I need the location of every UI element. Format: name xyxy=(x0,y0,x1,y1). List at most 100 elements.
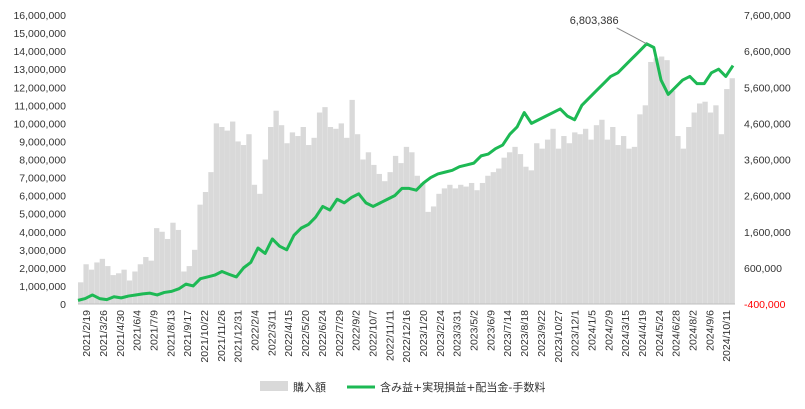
x-tick-label: 2021/8/13 xyxy=(165,310,177,357)
x-tick-label: 2022/9/2 xyxy=(351,310,363,351)
bar xyxy=(94,262,100,304)
right-tick-label: 7,600,000 xyxy=(744,10,791,22)
left-tick-label: 10,000,000 xyxy=(13,118,66,130)
bar xyxy=(626,148,632,304)
x-tick-label: 2022/7/29 xyxy=(334,310,346,357)
x-tick-label: 2023/3/31 xyxy=(452,310,464,357)
right-tick-label: 5,600,000 xyxy=(744,82,791,94)
bar xyxy=(534,143,540,304)
bar xyxy=(718,134,725,304)
left-tick-label: 8,000,000 xyxy=(19,155,66,167)
bar xyxy=(99,258,106,304)
x-tick-label: 2022/11/11 xyxy=(384,310,396,361)
right-tick-label: 600,000 xyxy=(744,263,782,275)
right-axis-ticks: -400,000 600,000 1,600,000 2,600,000 3,600,0… xyxy=(744,10,791,311)
bar xyxy=(555,148,562,304)
x-tick-label: 2024/8/2 xyxy=(688,310,700,351)
bar xyxy=(425,211,431,304)
x-tick-label: 2021/2/19 xyxy=(81,310,93,357)
bar xyxy=(648,61,654,305)
bar xyxy=(420,182,426,304)
bar xyxy=(599,119,605,304)
bar xyxy=(658,56,665,304)
left-tick-label: 1,000,000 xyxy=(19,281,66,293)
bar xyxy=(88,269,95,304)
legend: 購入額 含み益+実現損益+配当金-手数料 xyxy=(260,380,545,394)
bar xyxy=(577,134,583,304)
bar xyxy=(680,148,687,304)
bar xyxy=(452,188,458,304)
bar xyxy=(686,126,692,305)
right-tick-label: 2,600,000 xyxy=(744,191,791,203)
x-tick-label: 2024/5/24 xyxy=(654,310,666,357)
bar xyxy=(382,181,388,304)
right-tick-label: 3,600,000 xyxy=(744,155,791,167)
x-tick-label: 2021/4/30 xyxy=(115,310,127,357)
left-tick-label: 7,000,000 xyxy=(19,173,66,185)
bar xyxy=(230,121,236,304)
x-tick-label: 2024/3/15 xyxy=(620,310,632,357)
bar xyxy=(192,249,198,304)
bar xyxy=(566,143,572,304)
bar xyxy=(669,90,676,304)
x-tick-label: 2024/1/5 xyxy=(586,310,598,351)
bar xyxy=(213,123,220,305)
bar xyxy=(588,139,594,304)
bar xyxy=(262,159,268,304)
bar xyxy=(202,192,209,304)
bar xyxy=(170,222,176,304)
annotation-leader xyxy=(616,27,647,45)
left-tick-label: 11,000,000 xyxy=(14,100,66,112)
right-tick-label: 6,600,000 xyxy=(744,46,791,58)
bar xyxy=(300,126,306,305)
bar xyxy=(501,157,507,304)
bar xyxy=(175,229,182,304)
x-tick-label: 2022/3/11 xyxy=(266,310,278,356)
x-tick-label: 2024/6/28 xyxy=(671,310,683,357)
bar xyxy=(284,143,290,304)
bar xyxy=(322,107,328,305)
bar xyxy=(463,186,469,304)
bar xyxy=(430,206,437,304)
x-tick-label: 2024/2/9 xyxy=(603,310,615,351)
bar xyxy=(441,188,448,304)
bar xyxy=(637,114,643,304)
bar xyxy=(523,166,529,304)
x-tick-label: 2023/9/22 xyxy=(536,310,548,357)
annotation-label: 6,803,386 xyxy=(570,15,619,27)
x-tick-label: 2021/11/26 xyxy=(216,310,228,362)
bar xyxy=(403,146,410,304)
bar xyxy=(116,273,122,304)
bar xyxy=(219,126,225,305)
left-tick-label: 16,000,000 xyxy=(13,10,66,22)
legend-label-line: 含み益+実現損益+配当金-手数料 xyxy=(380,380,545,394)
x-tick-label: 2022/5/20 xyxy=(300,310,312,357)
bar xyxy=(550,128,556,304)
bar xyxy=(702,101,708,304)
bar xyxy=(289,132,296,304)
x-tick-label: 2023/12/1 xyxy=(570,310,582,357)
bar xyxy=(610,126,616,305)
bar xyxy=(604,139,611,304)
x-tick-label: 2022/10/7 xyxy=(367,310,379,357)
bar xyxy=(137,264,144,304)
bar xyxy=(164,238,171,304)
bar xyxy=(572,132,578,304)
x-tick-label: 2022/12/16 xyxy=(401,310,413,363)
x-tick-label: 2024/10/11 xyxy=(721,310,733,362)
x-tick-label: 2023/1/20 xyxy=(418,310,430,357)
x-tick-label: 2024/4/19 xyxy=(637,310,649,357)
bar xyxy=(691,112,697,304)
x-tick-label: 2022/6/24 xyxy=(317,310,329,357)
left-tick-label: 14,000,000 xyxy=(13,46,66,58)
bar xyxy=(615,145,621,304)
left-tick-label: 6,000,000 xyxy=(19,191,66,203)
legend-swatch-bar xyxy=(260,381,288,391)
bar xyxy=(273,110,279,304)
bar xyxy=(713,105,719,304)
bar xyxy=(365,152,372,304)
bar xyxy=(631,146,638,304)
bar xyxy=(447,184,453,304)
profit-line xyxy=(77,42,735,302)
